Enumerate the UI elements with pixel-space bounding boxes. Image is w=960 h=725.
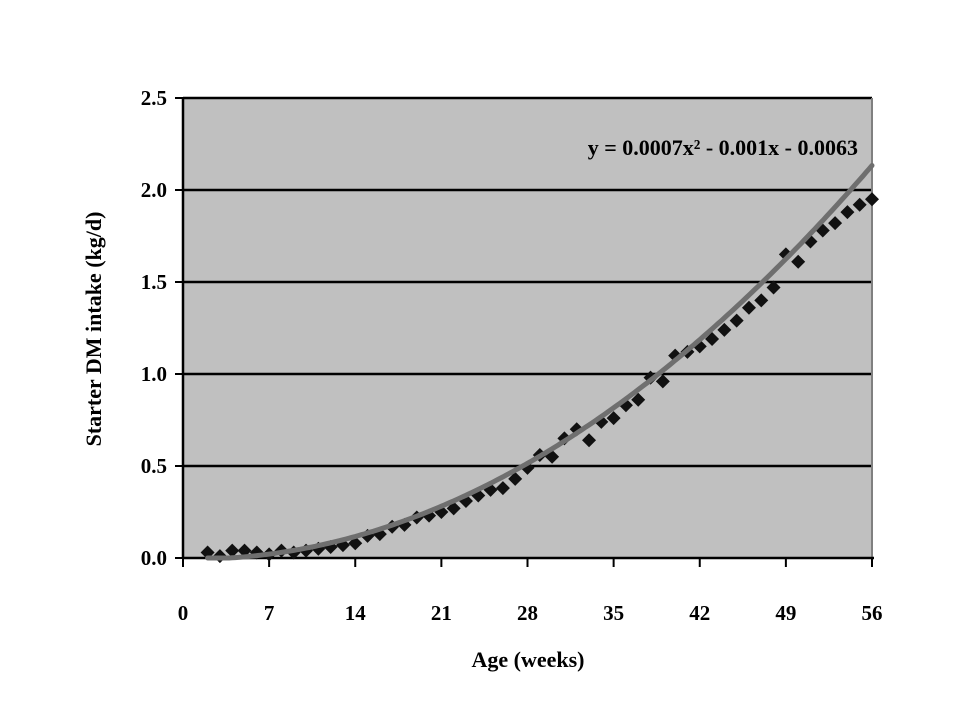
data-point [754,293,769,308]
y-tick-label: 0.0 [141,546,167,570]
data-point [791,254,806,269]
x-axis-title: Age (weeks) [471,647,584,672]
x-tick-label: 28 [517,601,538,625]
x-tick-label: 21 [431,601,452,625]
data-point [495,481,510,496]
data-point [705,332,720,347]
data-point [840,205,855,220]
x-tick-label: 35 [603,601,624,625]
y-tick-label: 2.0 [141,178,167,202]
x-tick-label: 14 [345,601,367,625]
x-tick-label: 42 [689,601,710,625]
data-point [852,197,867,212]
data-point [741,300,756,315]
data-point [582,433,597,448]
data-point [729,313,744,328]
data-point [828,216,843,231]
y-tick-label: 1.5 [141,270,167,294]
data-point [865,192,879,207]
data-point [606,411,621,426]
x-tick-label: 7 [264,601,275,625]
data-point [655,374,670,389]
data-point [631,392,646,407]
plot-area [183,98,872,558]
x-tick-label: 49 [775,601,796,625]
trendline [205,163,875,561]
data-point [225,543,240,558]
data-point [717,322,732,337]
y-axis-title: Starter DM intake (kg/d) [81,212,106,447]
data-point [766,280,781,295]
y-tick-label: 0.5 [141,454,167,478]
x-tick-label: 56 [862,601,883,625]
trendline-equation: y = 0.0007x² - 0.001x - 0.0063 [588,135,858,160]
y-tick-label: 2.5 [141,86,167,110]
data-point [508,471,523,486]
x-tick-label: 0 [178,601,189,625]
y-tick-label: 1.0 [141,362,167,386]
